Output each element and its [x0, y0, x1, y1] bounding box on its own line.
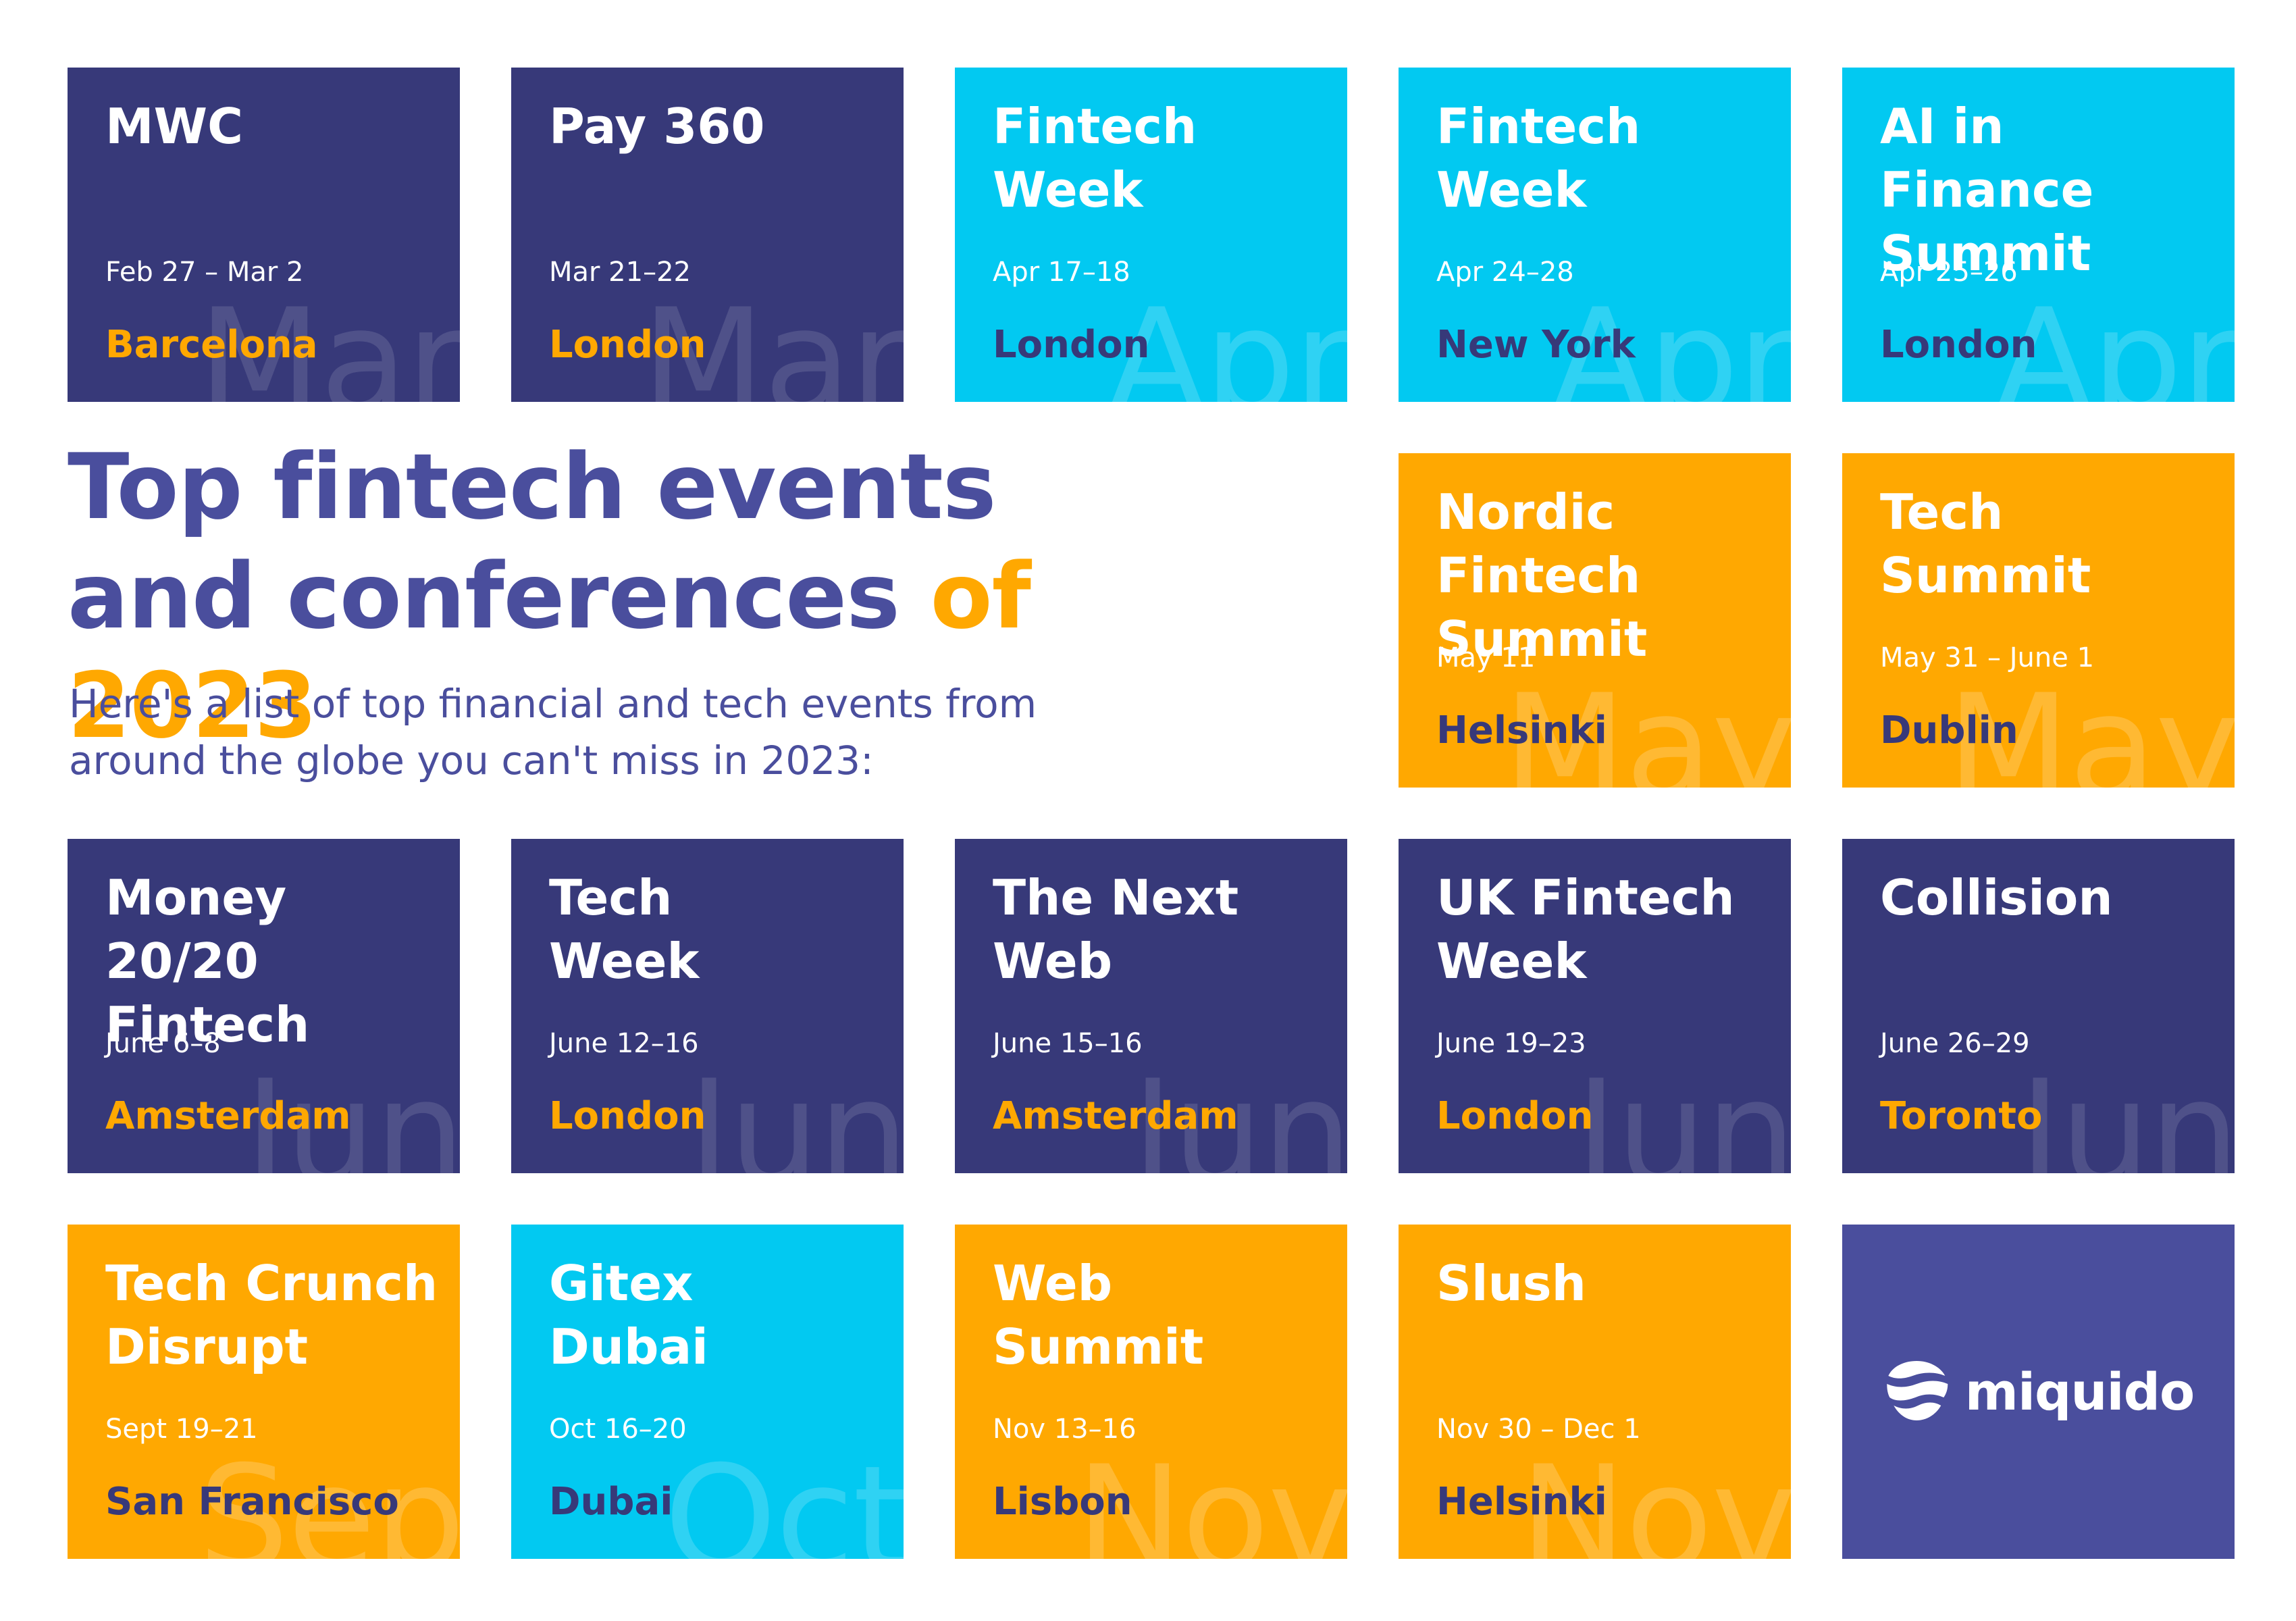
event-title: Pay 360	[549, 98, 765, 155]
event-title: Collision	[1880, 869, 2113, 926]
miquido-logo-icon	[1883, 1358, 1950, 1426]
title-line-1: Top fintech events	[68, 434, 997, 540]
event-title: Gitex Dubai	[549, 1255, 708, 1375]
event-title: Money 20/20 Fintech	[105, 869, 310, 1053]
event-title: Tech Crunch Disrupt	[105, 1255, 438, 1375]
event-card-slush: Nov Slush Nov 30 – Dec 1 Helsinki	[1399, 1225, 1791, 1559]
event-title: UK Fintech Week	[1436, 869, 1735, 989]
event-title: Tech Week	[549, 869, 700, 989]
event-card-fintech-week-london: Apr Fintech Week Apr 17–18 London	[955, 68, 1347, 402]
event-city: Amsterdam	[105, 1094, 351, 1138]
event-date: May 11	[1436, 642, 1536, 673]
event-date: Oct 16–20	[549, 1414, 687, 1445]
event-card-gitex-dubai: Oct Gitex Dubai Oct 16–20 Dubai	[511, 1225, 904, 1559]
event-title: MWC	[105, 98, 243, 155]
miquido-logo-text: miquido	[1964, 1362, 2195, 1422]
event-city: London	[1880, 323, 2037, 367]
logo-card: miquido	[1842, 1225, 2235, 1559]
event-title: Fintech Week	[993, 98, 1197, 218]
event-title: Slush	[1436, 1255, 1586, 1312]
event-card-mwc: Mar MWC Feb 27 – Mar 2 Barcelona	[68, 68, 460, 402]
event-city: Dubai	[549, 1480, 673, 1524]
month-watermark: Jun	[1575, 1049, 1791, 1174]
event-card-web-summit: Nov Web Summit Nov 13–16 Lisbon	[955, 1225, 1347, 1559]
title-line-2: and conferences	[68, 544, 900, 649]
event-date: Nov 13–16	[993, 1414, 1137, 1445]
title-accent: of 2023	[68, 544, 1031, 758]
event-title: Nordic Fintech Summit	[1436, 484, 1648, 667]
event-date: June 6–8	[105, 1028, 221, 1059]
event-title: AI in Finance Summit	[1880, 98, 2094, 282]
event-title: Web Summit	[993, 1255, 1204, 1375]
event-card-fintech-week-new-york: Apr Fintech Week Apr 24–28 New York	[1399, 68, 1791, 402]
page-title: Top fintech events and conferences of 20…	[68, 432, 1121, 761]
event-city: New York	[1436, 323, 1636, 367]
event-city: London	[549, 323, 706, 367]
event-card-uk-fintech-week: Jun UK Fintech Week June 19–23 London	[1399, 839, 1791, 1173]
event-city: Amsterdam	[993, 1094, 1238, 1138]
event-date: Nov 30 – Dec 1	[1436, 1414, 1641, 1445]
event-city: San Francisco	[105, 1480, 399, 1524]
event-city: Lisbon	[993, 1480, 1132, 1524]
event-card-ai-in-finance-summit: Apr AI in Finance Summit Apr 25–26 London	[1842, 68, 2235, 402]
event-date: June 15–16	[993, 1028, 1143, 1059]
event-city: Dublin	[1880, 709, 2018, 752]
event-date: June 26–29	[1880, 1028, 2030, 1059]
event-date: Sept 19–21	[105, 1414, 258, 1445]
miquido-logo: miquido	[1883, 1358, 2195, 1426]
event-card-pay-360: Mar Pay 360 Mar 21–22 London	[511, 68, 904, 402]
event-title: The Next Web	[993, 869, 1239, 989]
event-city: Toronto	[1880, 1094, 2043, 1138]
event-city: Helsinki	[1436, 709, 1607, 752]
event-date: Apr 25–26	[1880, 257, 2018, 288]
event-card-tech-summit: May Tech Summit May 31 – June 1 Dublin	[1842, 453, 2235, 788]
event-city: Barcelona	[105, 323, 318, 367]
month-watermark: Jun	[2018, 1049, 2235, 1174]
event-city: London	[549, 1094, 706, 1138]
event-date: Apr 17–18	[993, 257, 1130, 288]
event-card-nordic-fintech-summit: May Nordic Fintech Summit May 11 Helsinki	[1399, 453, 1791, 788]
month-watermark: Jun	[687, 1049, 904, 1174]
event-title: Tech Summit	[1880, 484, 2091, 604]
event-date: May 31 – June 1	[1880, 642, 2095, 673]
event-card-tech-crunch-disrupt: Sep Tech Crunch Disrupt Sept 19–21 San Fran…	[68, 1225, 460, 1559]
event-city: Helsinki	[1436, 1480, 1607, 1524]
event-city: London	[993, 323, 1150, 367]
page-subtitle: Here's a list of top financial and tech …	[69, 681, 1037, 783]
event-date: Feb 27 – Mar 2	[105, 257, 304, 288]
event-date: June 12–16	[549, 1028, 699, 1059]
event-card-money-2020: Jun Money 20/20 Fintech June 6–8 Amsterdam	[68, 839, 460, 1173]
event-date: June 19–23	[1436, 1028, 1586, 1059]
event-card-collision: Jun Collision June 26–29 Toronto	[1842, 839, 2235, 1173]
month-watermark: Oct	[664, 1435, 904, 1560]
event-date: Mar 21–22	[549, 257, 691, 288]
event-title: Fintech Week	[1436, 98, 1641, 218]
event-card-tech-week: Jun Tech Week June 12–16 London	[511, 839, 904, 1173]
event-date: Apr 24–28	[1436, 257, 1574, 288]
event-card-the-next-web: Jun The Next Web June 15–16 Amsterdam	[955, 839, 1347, 1173]
event-city: London	[1436, 1094, 1594, 1138]
